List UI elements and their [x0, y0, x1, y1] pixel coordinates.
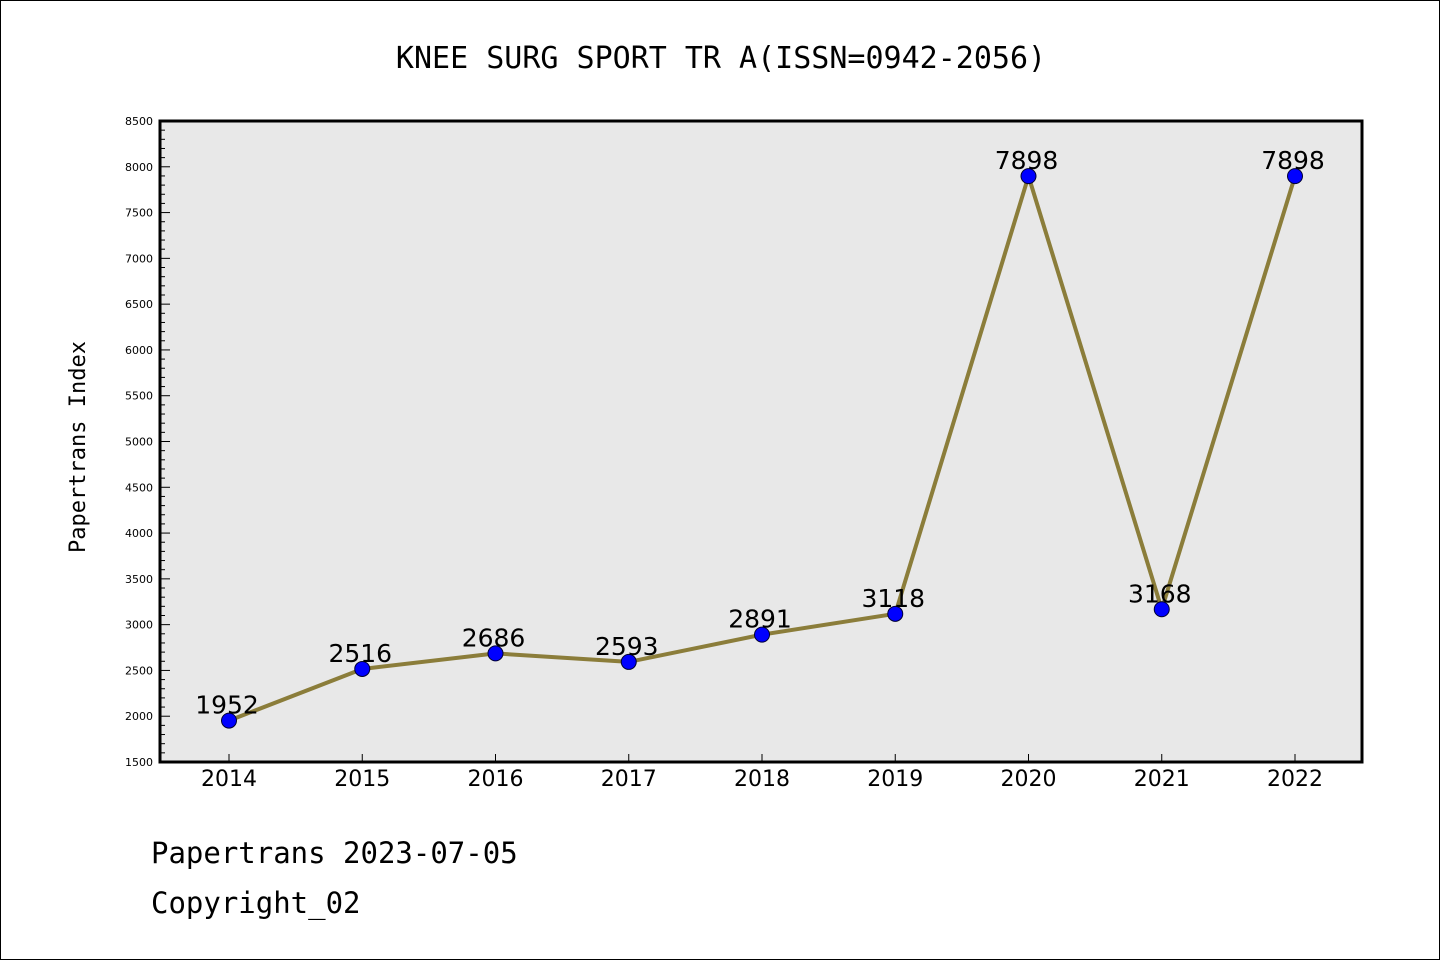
x-tick-label: 2019: [867, 767, 923, 792]
data-label: 2891: [728, 605, 792, 634]
plot-area: [160, 121, 1362, 762]
data-point: [1020, 168, 1037, 185]
data-point: [754, 626, 770, 643]
y-axis-label: Papertrans Index: [66, 341, 91, 553]
x-tick-label: 2014: [201, 767, 257, 792]
y-tick-label: 2500: [125, 664, 153, 677]
data-label: 2593: [595, 632, 659, 661]
chart-title: KNEE SURG SPORT TR A(ISSN=0942-2056): [396, 41, 1046, 76]
data-label: 2686: [462, 623, 526, 652]
y-tick-label: 6000: [125, 344, 153, 357]
plot-frame: [158, 119, 1364, 764]
y-tick-label: 3000: [125, 619, 153, 632]
y-tick-label: 7000: [125, 252, 153, 265]
data-point: [487, 645, 504, 662]
x-tick-label: 2017: [601, 767, 657, 792]
footer-date: Papertrans 2023-07-05: [151, 836, 518, 870]
data-label: 2516: [328, 639, 392, 668]
x-axis: 2014 2015 2016 2017 2018 2019 2020 2021 2022: [201, 754, 1323, 792]
footer-copyright: Copyright_02: [151, 886, 361, 920]
y-tick-label: 7500: [125, 207, 153, 220]
data-label: 7898: [1261, 146, 1325, 175]
data-points: [221, 168, 1303, 729]
data-label: 1952: [195, 691, 259, 720]
y-tick-label: 5500: [125, 390, 153, 403]
x-tick-label: 2018: [734, 767, 790, 792]
data-label: 3118: [861, 584, 925, 613]
data-labels: 1952 2516 2686 2593 2891 3118 7898 3168 7898: [195, 146, 1325, 719]
y-tick-label: 1500: [125, 756, 153, 769]
data-point: [1287, 168, 1303, 185]
y-axis: 1500 2000 2500 3000 3500 4000 4500 5000 5500 6000…: [125, 115, 170, 769]
x-tick-label: 2022: [1267, 767, 1323, 792]
data-point: [887, 605, 904, 622]
y-tick-label: 6500: [125, 298, 153, 311]
x-tick-label: 2020: [1001, 767, 1057, 792]
data-point: [221, 712, 237, 729]
data-point: [620, 653, 637, 670]
y-tick-label: 8000: [125, 161, 153, 174]
y-tick-label: 3500: [125, 573, 153, 586]
y-tick-label: 5000: [125, 436, 153, 449]
y-tick-label: 8500: [125, 115, 153, 128]
data-point: [1153, 601, 1170, 618]
y-tick-label: 2000: [125, 710, 153, 723]
x-tick-label: 2016: [468, 767, 524, 792]
data-label: 7898: [995, 146, 1059, 175]
y-tick-label: 4000: [125, 527, 153, 540]
x-tick-label: 2021: [1134, 767, 1190, 792]
x-tick-label: 2015: [334, 767, 390, 792]
data-label: 3168: [1128, 579, 1192, 608]
data-point: [354, 660, 371, 677]
y-tick-label: 4500: [125, 481, 153, 494]
